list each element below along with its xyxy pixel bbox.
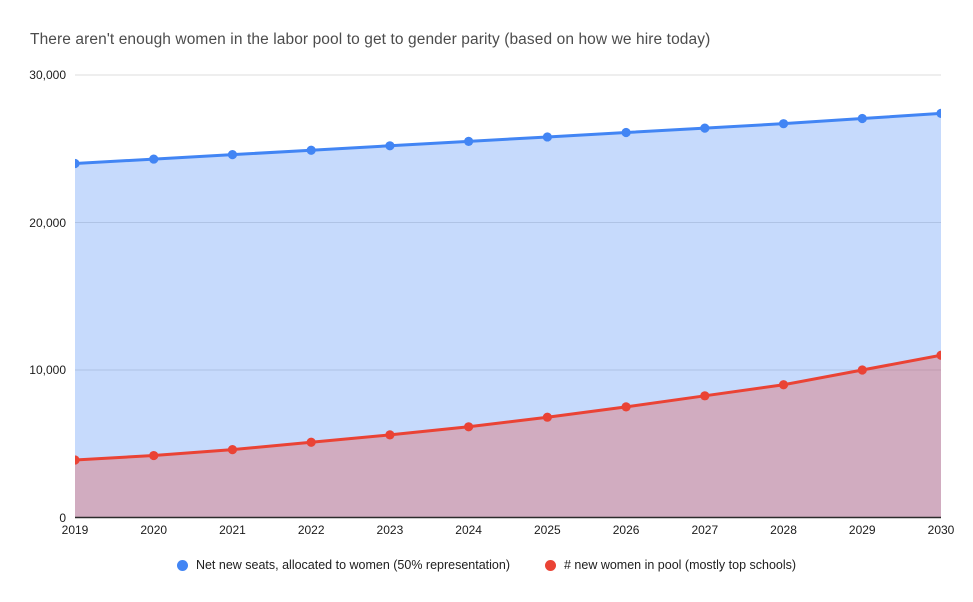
chart-legend: Net new seats, allocated to women (50% r… <box>0 558 973 572</box>
x-axis-tick-label: 2027 <box>691 523 719 537</box>
legend-label: # new women in pool (mostly top schools) <box>564 558 797 572</box>
legend-marker-red-icon <box>545 559 556 571</box>
x-axis-tick-label: 2028 <box>770 523 797 537</box>
legend-item-new-women-in-pool[interactable]: # new women in pool (mostly top schools) <box>545 558 796 572</box>
x-axis-tick-label: 2024 <box>455 523 482 537</box>
x-axis-tick-label: 2019 <box>61 523 89 537</box>
legend-item-net-new-seats[interactable]: Net new seats, allocated to women (50% r… <box>176 558 510 572</box>
y-axis-tick-label: 10,000 <box>29 363 66 377</box>
y-axis-tick-label: 30,000 <box>29 68 66 82</box>
x-axis-tick-label: 2022 <box>297 523 325 537</box>
y-axis-tick-label: 0 <box>59 510 66 525</box>
x-axis-tick-label: 2030 <box>927 523 955 537</box>
y-axis-tick-label: 20,000 <box>29 215 66 230</box>
x-axis-tick-label: 2025 <box>534 523 561 537</box>
legend-marker-blue-icon <box>176 559 188 571</box>
x-axis-tick-label: 2020 <box>140 523 168 537</box>
legend-label: Net new seats, allocated to women (50% r… <box>195 558 510 572</box>
x-axis-tick-label: 2023 <box>376 523 404 537</box>
x-axis-tick-label: 2021 <box>219 523 246 537</box>
x-axis-tick-label: 2026 <box>612 523 640 537</box>
chart-title: There aren't enough women in the labor p… <box>30 31 711 48</box>
x-axis-tick-label: 2029 <box>848 523 876 537</box>
